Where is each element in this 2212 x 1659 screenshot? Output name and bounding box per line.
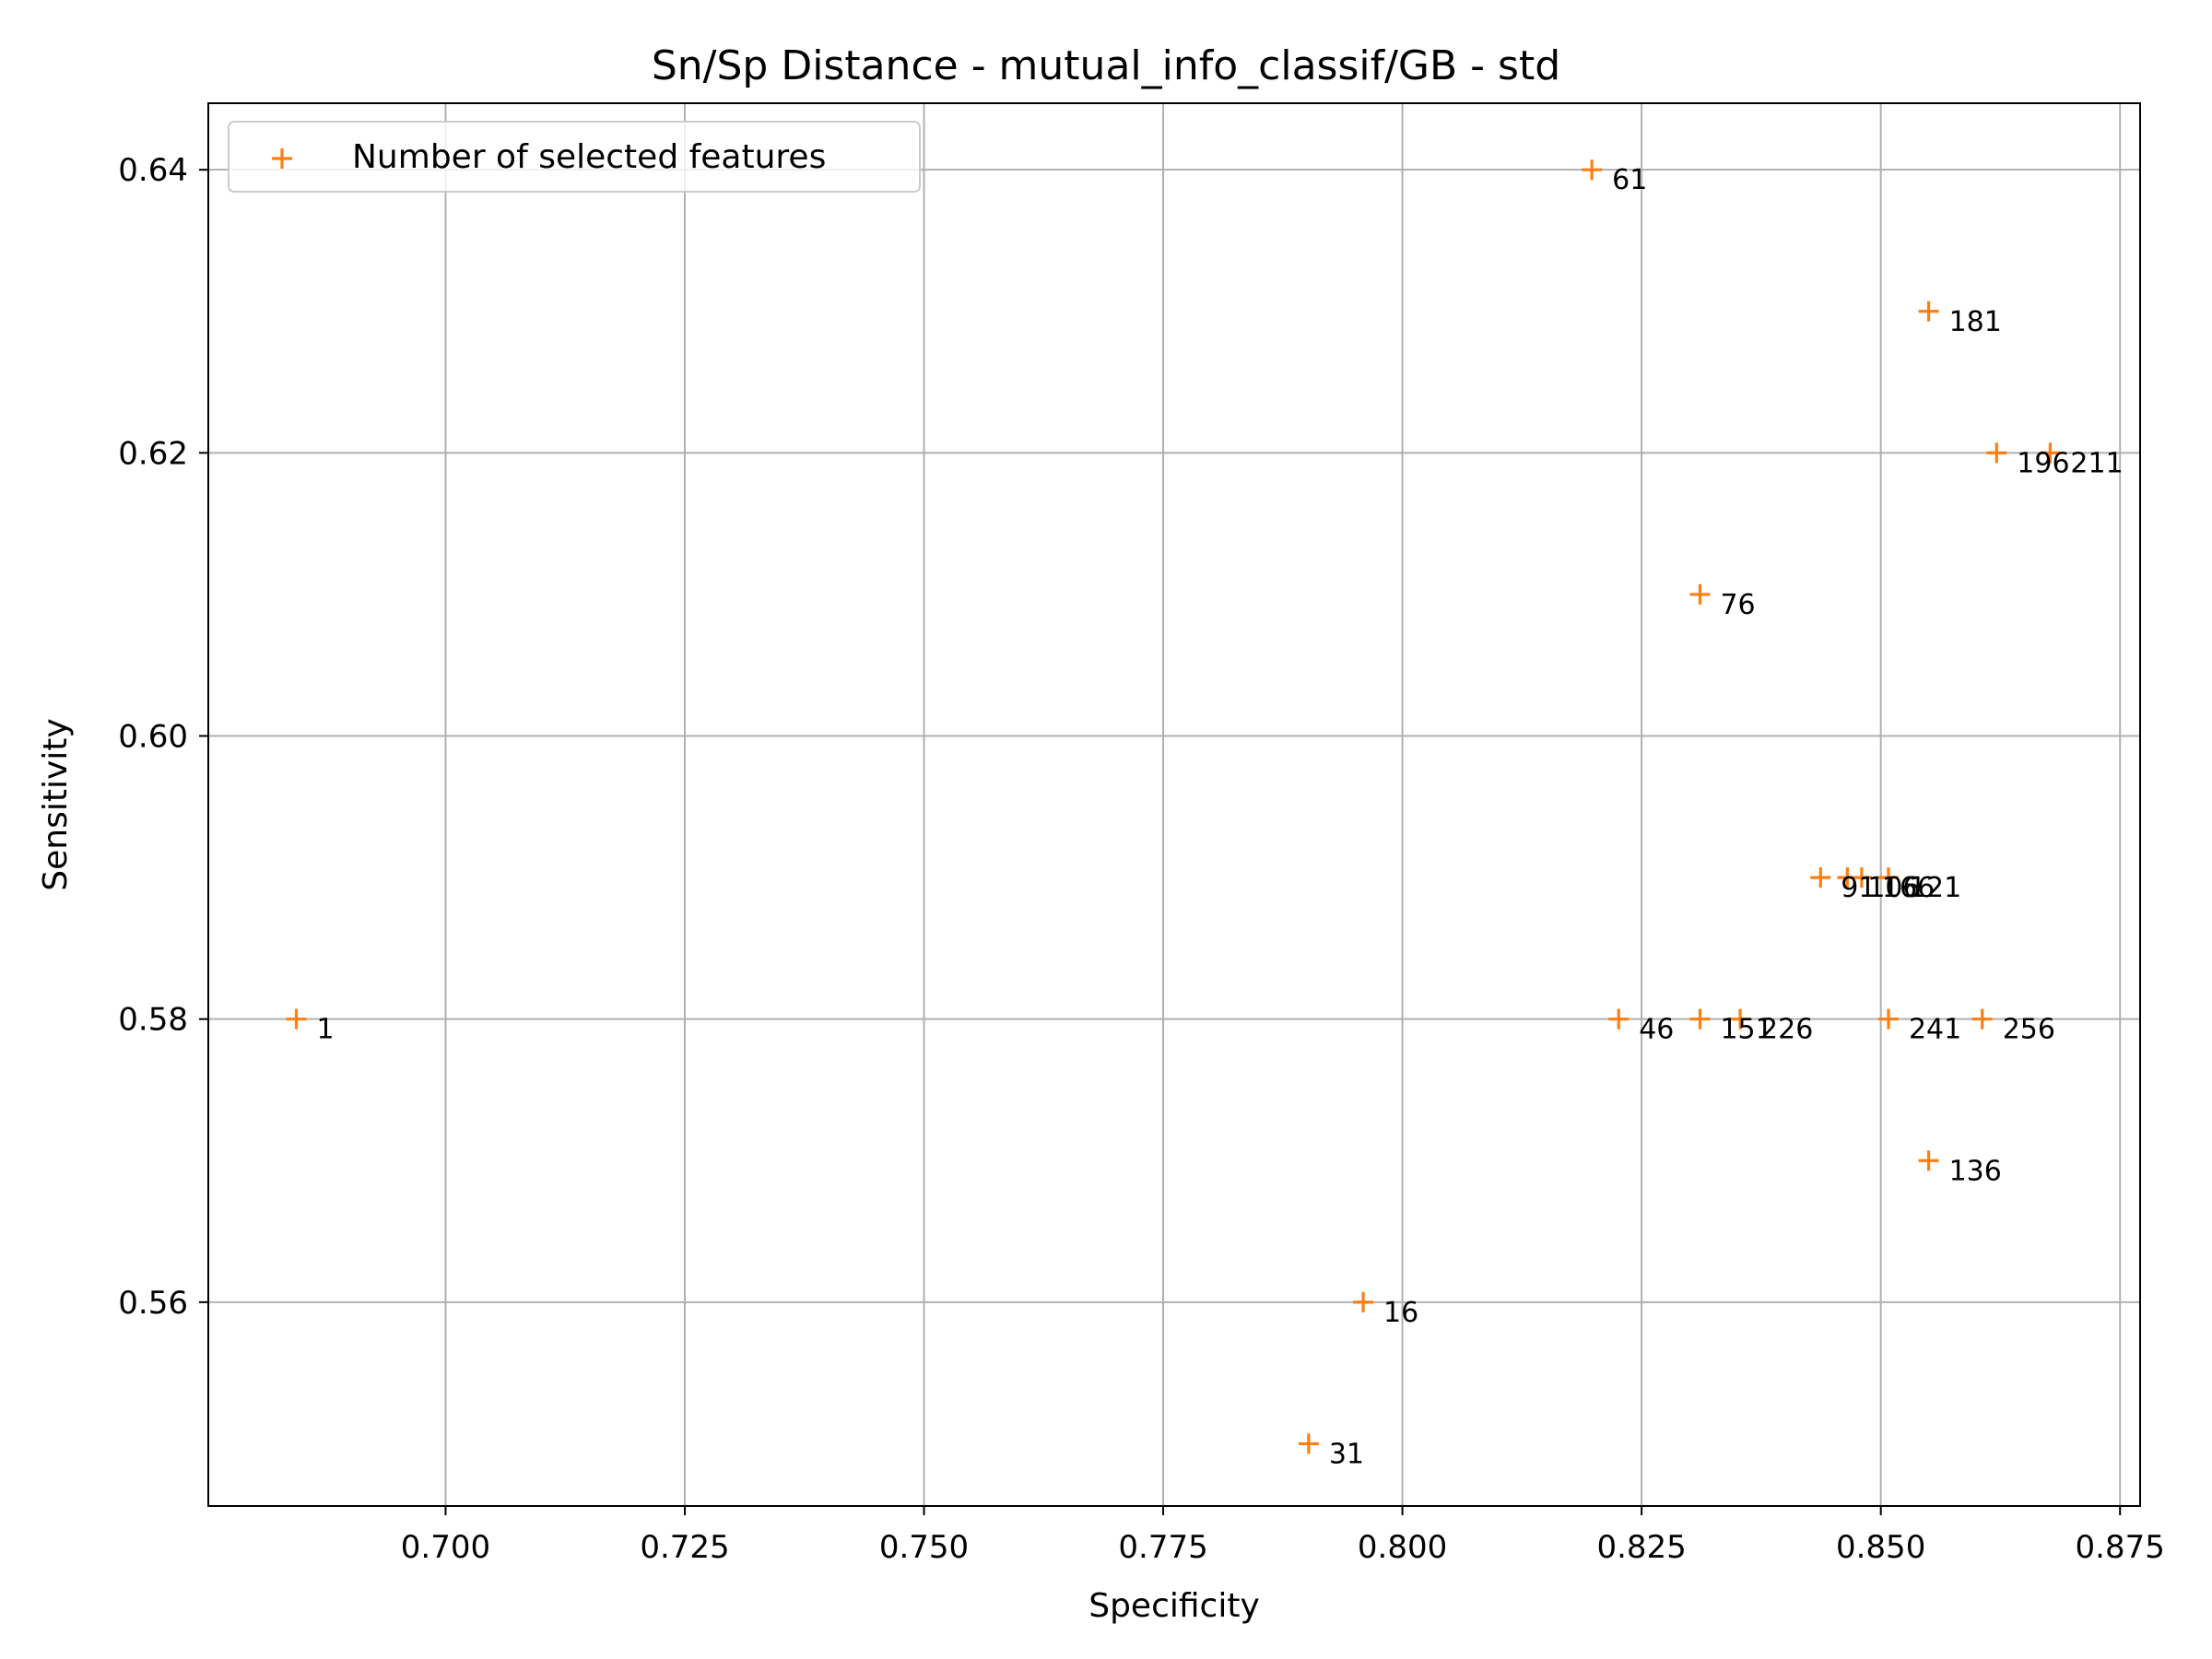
data-point-label: 46: [1639, 1014, 1674, 1046]
legend: Number of selected features: [228, 121, 921, 193]
data-point-label: 91: [1841, 872, 1876, 904]
y-tick-label: 0.64: [118, 152, 188, 189]
axis-ticks: 0.700 0.725 0.750 0.775 0.800 0.825 0.850 0.875…: [118, 152, 2165, 1566]
y-tick-label: 0.58: [118, 1002, 188, 1039]
legend-box: [228, 121, 921, 193]
data-point: [2040, 442, 2061, 464]
y-tick-label: 0.56: [118, 1285, 188, 1322]
chart-title: Sn/Sp Distance - mutual_info_classif/GB …: [652, 42, 1560, 89]
data-point: [1877, 1008, 1899, 1030]
data-point: [1608, 1008, 1630, 1030]
data-point-label: 61: [1612, 164, 1647, 196]
data-point: [1971, 1008, 1993, 1030]
data-point-label: 16: [1383, 1297, 1418, 1329]
data-point-label: 166: [1882, 872, 1935, 904]
legend-entry-label: Number of selected features: [352, 138, 826, 176]
data-point-label: 196: [2017, 447, 2069, 479]
data-point: [1986, 442, 2007, 464]
grid: [208, 103, 2140, 1506]
data-point: [286, 1008, 307, 1030]
data-point: [1877, 867, 1899, 888]
x-tick-label: 0.750: [879, 1529, 969, 1566]
data-point: [1582, 159, 1603, 181]
data-point: [1689, 583, 1711, 605]
data-point: [1730, 1008, 1751, 1030]
data-point-label: 106: [1867, 872, 1920, 904]
data-point: [1851, 867, 1872, 888]
data-point-label: 1: [317, 1014, 335, 1046]
data-point: [1689, 1008, 1711, 1030]
x-tick-label: 0.875: [2076, 1529, 2165, 1566]
data-point: [1918, 1150, 1939, 1171]
x-tick-label: 0.725: [640, 1529, 729, 1566]
data-point-label: 121: [1909, 872, 1961, 904]
x-tick-label: 0.850: [1836, 1529, 1925, 1566]
data-point: [1918, 300, 1939, 322]
x-tick-label: 0.775: [1118, 1529, 1207, 1566]
plot-frame: [207, 102, 2141, 1507]
y-tick-label: 0.62: [118, 435, 188, 472]
data-point-label: 181: [1949, 306, 2002, 338]
data-point-label: 226: [1760, 1014, 1813, 1046]
data-point: [1298, 1433, 1319, 1454]
x-tick-label: 0.825: [1596, 1529, 1686, 1566]
data-point-label: 256: [2003, 1014, 2055, 1046]
data-point: [1810, 867, 1831, 888]
legend-marker: [272, 148, 292, 169]
data-point-label: 151: [1720, 1014, 1772, 1046]
x-axis-label: Specificity: [1088, 1587, 1260, 1625]
data-point: [1353, 1291, 1374, 1312]
data-point-label: 31: [1329, 1438, 1364, 1470]
x-tick-label: 0.800: [1358, 1529, 1447, 1566]
x-tick-label: 0.700: [401, 1529, 490, 1566]
y-tick-label: 0.60: [118, 719, 188, 756]
data-points: [286, 159, 2061, 1454]
data-point-label: 76: [1720, 589, 1755, 621]
data-point-label: 136: [1949, 1155, 2002, 1187]
y-axis-label: Sensitivity: [37, 718, 75, 890]
data-point-label: 241: [1909, 1014, 1961, 1046]
data-point-label: 211: [2070, 447, 2123, 479]
